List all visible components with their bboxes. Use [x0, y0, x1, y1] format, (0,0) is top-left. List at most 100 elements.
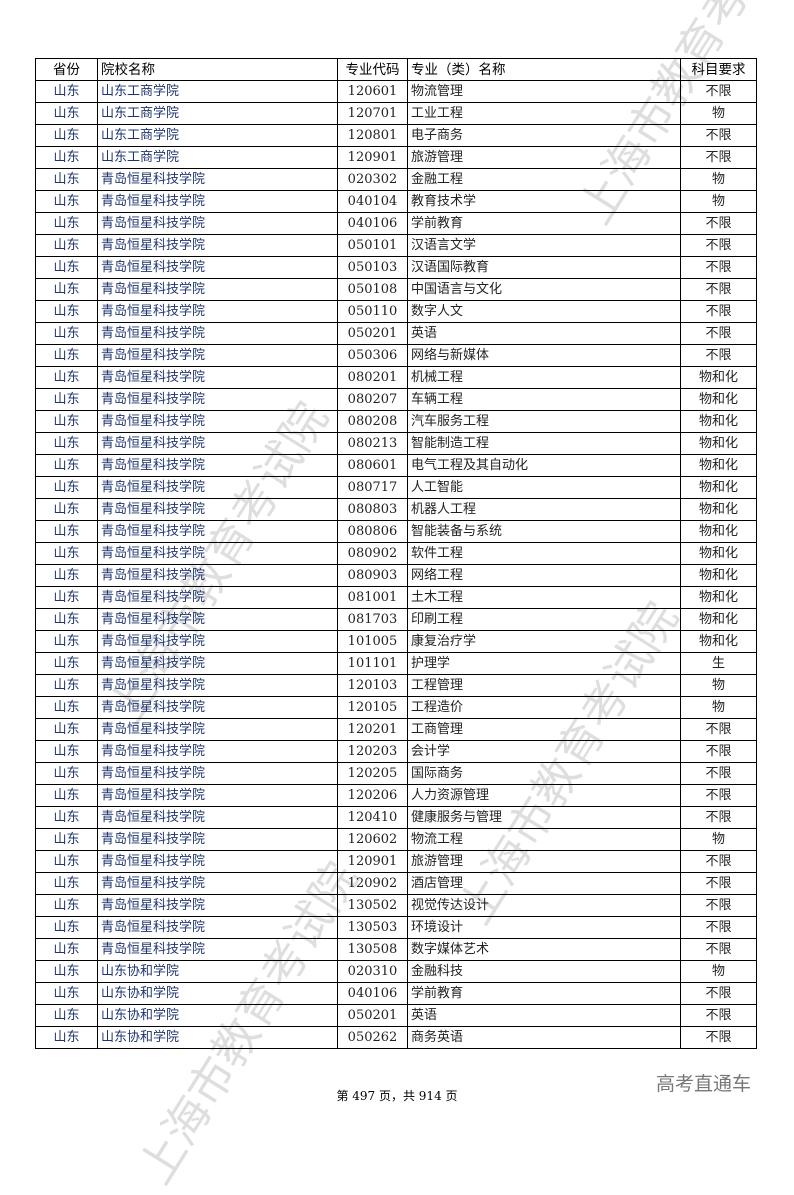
cell-school: 青岛恒星科技学院 [97, 938, 338, 961]
cell-major: 电气工程及其自动化 [407, 454, 681, 477]
table-row: 山东 青岛恒星科技学院 120901 旅游管理 不限 [35, 850, 757, 873]
cell-province: 山东 [35, 1026, 98, 1049]
table-row: 山东 青岛恒星科技学院 080806 智能装备与系统 物和化 [35, 520, 757, 543]
table-row: 山东 青岛恒星科技学院 101101 护理学生 [35, 652, 757, 675]
cell-code: 050108 [337, 278, 408, 301]
cell-subject-requirement: 物和化 [680, 432, 757, 455]
cell-school: 青岛恒星科技学院 [97, 278, 338, 301]
cell-province: 山东 [35, 366, 98, 389]
cell-province: 山东 [35, 432, 98, 455]
cell-major: 智能制造工程 [407, 432, 681, 455]
cell-subject-requirement: 物和化 [680, 630, 757, 653]
header-school: 院校名称 [97, 58, 338, 81]
cell-code: 080207 [337, 388, 408, 411]
cell-major: 机器人工程 [407, 498, 681, 521]
cell-school: 青岛恒星科技学院 [97, 564, 338, 587]
cell-major: 网络与新媒体 [407, 344, 681, 367]
cell-code: 130508 [337, 938, 408, 961]
cell-major: 环境设计 [407, 916, 681, 939]
cell-province: 山东 [35, 740, 98, 763]
cell-major: 汉语言文学 [407, 234, 681, 257]
cell-code: 120901 [337, 146, 408, 169]
cell-province: 山东 [35, 102, 98, 125]
cell-subject-requirement: 不限 [680, 850, 757, 873]
cell-province: 山东 [35, 718, 98, 741]
cell-school: 青岛恒星科技学院 [97, 828, 338, 851]
table-row: 山东 青岛恒星科技学院 130503 环境设计 不限 [35, 916, 757, 939]
cell-major: 数字媒体艺术 [407, 938, 681, 961]
cell-major: 汽车服务工程 [407, 410, 681, 433]
cell-major: 网络工程 [407, 564, 681, 587]
cell-subject-requirement: 物和化 [680, 498, 757, 521]
table-row: 山东 山东协和学院 040106 学前教育 不限 [35, 982, 757, 1005]
cell-province: 山东 [35, 388, 98, 411]
cell-major: 健康服务与管理 [407, 806, 681, 829]
cell-major: 人力资源管理 [407, 784, 681, 807]
cell-school: 青岛恒星科技学院 [97, 608, 338, 631]
table-row: 山东 山东协和学院 050201 英语 不限 [35, 1004, 757, 1027]
cell-province: 山东 [35, 916, 98, 939]
cell-code: 120801 [337, 124, 408, 147]
cell-province: 山东 [35, 894, 98, 917]
cell-subject-requirement: 物和化 [680, 410, 757, 433]
cell-code: 080803 [337, 498, 408, 521]
cell-major: 软件工程 [407, 542, 681, 565]
cell-school: 青岛恒星科技学院 [97, 432, 338, 455]
header-province: 省份 [35, 58, 98, 81]
cell-subject-requirement: 不限 [680, 212, 757, 235]
cell-province: 山东 [35, 234, 98, 257]
cell-code: 120103 [337, 674, 408, 697]
cell-province: 山东 [35, 80, 98, 103]
cell-subject-requirement: 物和化 [680, 366, 757, 389]
table-row: 山东 青岛恒星科技学院 080601 电气工程及其自动化 物和化 [35, 454, 757, 477]
table-row: 山东 青岛恒星科技学院 050101 汉语言文学 不限 [35, 234, 757, 257]
table-row: 山东 山东工商学院 120801 电子商务 不限 [35, 124, 757, 147]
cell-school: 青岛恒星科技学院 [97, 476, 338, 499]
cell-province: 山东 [35, 300, 98, 323]
cell-code: 050262 [337, 1026, 408, 1049]
cell-code: 120203 [337, 740, 408, 763]
cell-subject-requirement: 不限 [680, 322, 757, 345]
cell-subject-requirement: 不限 [680, 938, 757, 961]
cell-school: 青岛恒星科技学院 [97, 894, 338, 917]
cell-school: 青岛恒星科技学院 [97, 498, 338, 521]
cell-code: 080201 [337, 366, 408, 389]
cell-code: 120901 [337, 850, 408, 873]
cell-code: 020302 [337, 168, 408, 191]
cell-code: 081001 [337, 586, 408, 609]
cell-subject-requirement: 物和化 [680, 542, 757, 565]
table-row: 山东 青岛恒星科技学院 050108 中国语言与文化 不限 [35, 278, 757, 301]
table-row: 山东 青岛恒星科技学院 120203 会计学 不限 [35, 740, 757, 763]
table-row: 山东 青岛恒星科技学院 120902 酒店管理 不限 [35, 872, 757, 895]
cell-school: 青岛恒星科技学院 [97, 806, 338, 829]
cell-subject-requirement: 不限 [680, 740, 757, 763]
cell-major: 视觉传达设计 [407, 894, 681, 917]
cell-province: 山东 [35, 586, 98, 609]
cell-code: 080213 [337, 432, 408, 455]
cell-subject-requirement: 物和化 [680, 520, 757, 543]
cell-subject-requirement: 不限 [680, 762, 757, 785]
cell-subject-requirement: 不限 [680, 124, 757, 147]
cell-major: 人工智能 [407, 476, 681, 499]
cell-province: 山东 [35, 630, 98, 653]
cell-code: 120701 [337, 102, 408, 125]
cell-school: 山东工商学院 [97, 102, 338, 125]
cell-major: 数字人文 [407, 300, 681, 323]
cell-code: 120410 [337, 806, 408, 829]
cell-province: 山东 [35, 784, 98, 807]
cell-major: 中国语言与文化 [407, 278, 681, 301]
cell-code: 120201 [337, 718, 408, 741]
cell-code: 050201 [337, 322, 408, 345]
cell-province: 山东 [35, 828, 98, 851]
cell-province: 山东 [35, 168, 98, 191]
table-row: 山东 山东工商学院 120601 物流管理 不限 [35, 80, 757, 103]
cell-code: 080903 [337, 564, 408, 587]
table-row: 山东 青岛恒星科技学院 050110 数字人文 不限 [35, 300, 757, 323]
table-row: 山东 青岛恒星科技学院 120206 人力资源管理 不限 [35, 784, 757, 807]
cell-school: 青岛恒星科技学院 [97, 784, 338, 807]
cell-code: 101101 [337, 652, 408, 675]
cell-province: 山东 [35, 146, 98, 169]
cell-school: 青岛恒星科技学院 [97, 388, 338, 411]
table-row: 山东 青岛恒星科技学院 080717 人工智能 物和化 [35, 476, 757, 499]
cell-subject-requirement: 物和化 [680, 586, 757, 609]
